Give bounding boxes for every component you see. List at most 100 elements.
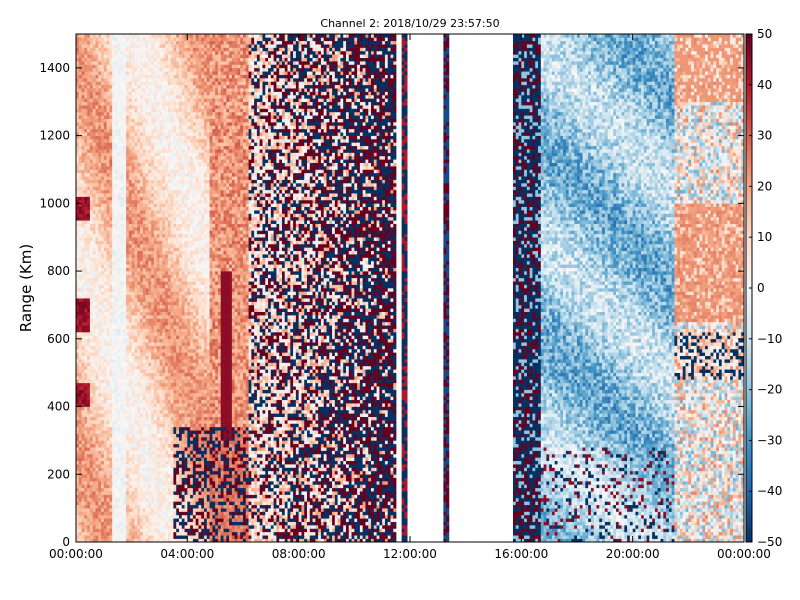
- heatmap-cell: [137, 85, 140, 89]
- heatmap-cell: [151, 444, 154, 448]
- heatmap-cell: [107, 508, 110, 512]
- heatmap-cell: [123, 37, 126, 41]
- heatmap-cell: [148, 241, 151, 245]
- heatmap-cell: [93, 149, 96, 153]
- heatmap-cell: [151, 437, 154, 441]
- heatmap-cell: [95, 220, 98, 224]
- heatmap-cell: [95, 423, 98, 427]
- heatmap-cell: [118, 390, 121, 394]
- heatmap-cell: [115, 488, 118, 492]
- heatmap-cell: [90, 484, 93, 488]
- heatmap-cell: [104, 203, 107, 207]
- heatmap-cell: [165, 153, 168, 157]
- heatmap-cell: [140, 457, 143, 461]
- heatmap-cell: [118, 119, 121, 123]
- heatmap-cell: [84, 281, 87, 285]
- heatmap-cell: [82, 268, 85, 272]
- heatmap-cell: [165, 464, 168, 468]
- heatmap-cell: [107, 315, 110, 319]
- heatmap-cell: [90, 349, 93, 353]
- heatmap-cell: [148, 512, 151, 516]
- heatmap-cell: [101, 383, 104, 387]
- heatmap-cell: [84, 139, 87, 143]
- heatmap-cell: [140, 176, 143, 180]
- heatmap-cell: [84, 346, 87, 350]
- heatmap-cell: [165, 440, 168, 444]
- heatmap-cell: [143, 102, 146, 106]
- heatmap-cell: [98, 71, 101, 75]
- heatmap-cell: [95, 298, 98, 302]
- heatmap-cell: [90, 183, 93, 187]
- heatmap-cell: [123, 44, 126, 48]
- heatmap-cell: [79, 413, 82, 417]
- heatmap-cell: [129, 457, 132, 461]
- heatmap-cell: [107, 427, 110, 431]
- heatmap-cell: [123, 478, 126, 482]
- heatmap-cell: [101, 420, 104, 424]
- heatmap-cell: [151, 342, 154, 346]
- heatmap-cell: [154, 478, 157, 482]
- heatmap-cell: [160, 261, 163, 265]
- heatmap-cell: [115, 457, 118, 461]
- heatmap-cell: [129, 251, 132, 255]
- heatmap-cell: [95, 224, 98, 228]
- heatmap-cell: [87, 210, 90, 214]
- heatmap-cell: [151, 505, 154, 509]
- heatmap-cell: [165, 244, 168, 248]
- heatmap-cell: [87, 298, 90, 302]
- heatmap-cell: [82, 237, 85, 241]
- heatmap-cell: [146, 366, 149, 370]
- heatmap-cell: [137, 186, 140, 190]
- heatmap-cell: [162, 451, 165, 455]
- heatmap-cell: [157, 78, 160, 82]
- heatmap-cell: [82, 315, 85, 319]
- heatmap-cell: [137, 129, 140, 133]
- heatmap-cell: [162, 186, 165, 190]
- heatmap-cell: [109, 498, 112, 502]
- heatmap-cell: [162, 373, 165, 377]
- heatmap-cell: [143, 237, 146, 241]
- heatmap-cell: [134, 373, 137, 377]
- heatmap-cell: [143, 393, 146, 397]
- heatmap-cell: [129, 220, 132, 224]
- heatmap-cell: [157, 176, 160, 180]
- heatmap-cell: [121, 376, 124, 380]
- heatmap-cell: [132, 169, 135, 173]
- heatmap-cell: [146, 434, 149, 438]
- heatmap-cell: [162, 268, 165, 272]
- heatmap-cell: [143, 149, 146, 153]
- heatmap-cell: [109, 461, 112, 465]
- heatmap-cell: [134, 525, 137, 529]
- heatmap-cell: [157, 413, 160, 417]
- heatmap-cell: [109, 481, 112, 485]
- heatmap-cell: [134, 41, 137, 45]
- heatmap-cell: [137, 434, 140, 438]
- heatmap-cell: [140, 525, 143, 529]
- heatmap-cell: [165, 48, 168, 52]
- heatmap-cell: [101, 302, 104, 306]
- heatmap-cell: [109, 258, 112, 262]
- heatmap-cell: [107, 318, 110, 322]
- heatmap-cell: [90, 376, 93, 380]
- heatmap-cell: [134, 268, 137, 272]
- heatmap-cell: [146, 322, 149, 326]
- heatmap-cell: [90, 213, 93, 217]
- heatmap-cell: [162, 247, 165, 251]
- heatmap-cell: [118, 132, 121, 136]
- heatmap-cell: [140, 237, 143, 241]
- heatmap-cell: [134, 464, 137, 468]
- heatmap-cell: [165, 98, 168, 102]
- heatmap-cell: [82, 234, 85, 238]
- heatmap-cell: [118, 163, 121, 167]
- heatmap-cell: [118, 81, 121, 85]
- heatmap-cell: [126, 495, 129, 499]
- heatmap-cell: [115, 315, 118, 319]
- heatmap-cell: [107, 464, 110, 468]
- heatmap-cell: [154, 325, 157, 329]
- heatmap-cell: [134, 501, 137, 505]
- heatmap-cell: [148, 474, 151, 478]
- heatmap-cell: [123, 400, 126, 404]
- heatmap-cell: [162, 119, 165, 123]
- heatmap-cell: [160, 379, 163, 383]
- heatmap-cell: [90, 58, 93, 62]
